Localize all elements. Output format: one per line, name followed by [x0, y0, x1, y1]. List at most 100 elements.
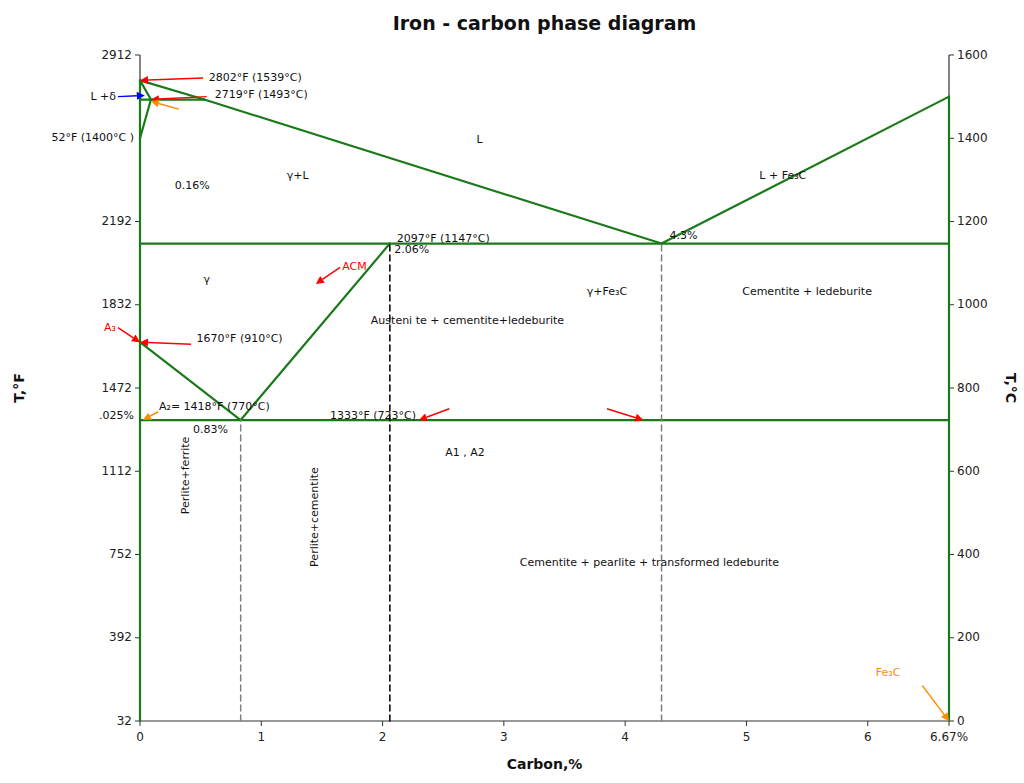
series-group: [140, 80, 949, 721]
annotation: γ+Fe₃C: [587, 285, 628, 298]
x-tick: [503, 721, 504, 726]
phase-line: [204, 100, 661, 244]
annotation-arrow: [140, 339, 191, 347]
arrow-head: [419, 414, 428, 422]
x-tick: [746, 721, 747, 726]
y-axis-line: [139, 55, 140, 721]
arrow-shaft: [322, 267, 340, 279]
arrow-head: [941, 712, 949, 721]
arrow-head: [137, 92, 145, 100]
phase-line: [661, 244, 663, 721]
phase-line: [948, 97, 950, 721]
phase-line: [140, 100, 151, 139]
y-tick-label: 2192: [101, 214, 132, 228]
annotation: 2097°F (1147°C): [397, 232, 490, 245]
y2-tick-label: 600: [957, 464, 980, 478]
annotation: 1333°F (723°C): [330, 409, 416, 422]
annotation-arrow: [922, 686, 949, 721]
phase-line: [140, 242, 949, 244]
arrow-shaft: [922, 686, 944, 715]
arrow-head: [316, 276, 325, 284]
annotation: 52°F (1400°C ): [51, 131, 134, 144]
y-tick-label: 1112: [101, 464, 132, 478]
x-tick-label: 0: [136, 730, 144, 744]
y2-tick-label: 1000: [957, 297, 988, 311]
y2-tick: [949, 55, 954, 56]
annotation: A₂= 1418°F (770°C): [159, 400, 270, 413]
phase-line: [139, 80, 141, 721]
phase-line: [662, 97, 949, 244]
arrow-shaft: [159, 97, 207, 99]
phase-line: [140, 419, 949, 421]
arrow-shaft: [159, 104, 179, 110]
annotation-arrow: [140, 76, 203, 84]
annotation: 4.3%: [670, 229, 698, 242]
y-tick: [135, 55, 140, 56]
x-axis-label: Carbon,%: [507, 756, 583, 772]
annotation-arrow: [151, 100, 179, 109]
arrows: [140, 76, 949, 721]
y-tick-label: 1472: [101, 381, 132, 395]
arrow-head: [151, 100, 160, 108]
arrow-shaft: [150, 412, 158, 416]
annotation: Perlite+cementite: [308, 467, 321, 567]
y2-tick-label: 1400: [957, 131, 988, 145]
y2-tick-label: 800: [957, 381, 980, 395]
annotation: Perlite+ferrite: [179, 436, 192, 514]
annotation-arrow: [118, 328, 140, 343]
annotation: .025%: [99, 409, 134, 422]
y2-tick-label: 200: [957, 630, 980, 644]
phase-line: [240, 420, 242, 721]
y-tick-label: 752: [109, 547, 132, 561]
y-tick-label: 1832: [101, 297, 132, 311]
annotation: A1 , A2: [445, 446, 485, 459]
arrow-shaft: [118, 95, 137, 97]
annotation: 2802°F (1539°C): [209, 71, 302, 84]
annotation: A₃: [104, 321, 116, 334]
annotation: Austeni te + cementite+ledeburite: [371, 314, 564, 327]
annotation-arrow: [143, 412, 158, 420]
x-tick-label: 2: [379, 730, 387, 744]
arrow-shaft: [118, 328, 133, 338]
arrow-head: [140, 339, 148, 347]
annotation: γ: [203, 273, 210, 286]
annotation: 2719°F (1493°C): [215, 88, 308, 101]
annotation-arrow: [316, 267, 340, 284]
x-tick-label: 3: [500, 730, 508, 744]
annotation: L +δ: [90, 90, 116, 103]
arrow-head: [635, 414, 644, 422]
arrow-shaft: [426, 409, 449, 417]
axes: 01234566.67%3239275211121472183221922912…: [101, 48, 987, 745]
annotation: 1670°F (910°C): [197, 332, 283, 345]
x-tick-label: 5: [743, 730, 751, 744]
x-tick: [261, 721, 262, 726]
title: Iron - carbon phase diagram: [393, 12, 697, 34]
annotation: Cementite + ledeburite: [742, 285, 872, 298]
y2-axis-label: T,°C: [1003, 373, 1019, 403]
y2-tick-label: 1200: [957, 214, 988, 228]
arrow-shaft: [607, 409, 636, 418]
arrow-head: [143, 413, 152, 420]
y2-tick-label: 0: [957, 714, 965, 728]
annotation: 0.83%: [193, 423, 228, 436]
arrow-head: [140, 76, 148, 84]
annotation: L: [477, 133, 484, 146]
arrow-shaft: [148, 343, 191, 345]
annotation: γ+L: [287, 169, 310, 182]
x-tick-label: 4: [621, 730, 629, 744]
x-tick-label: 6.67%: [930, 730, 968, 744]
annotations: Lγ+L L + Fe₃C γ γ+Fe₃C Cementite + ledeburit…: [51, 71, 900, 679]
annotation: ACM: [342, 260, 367, 273]
annotation-arrow: [151, 95, 207, 103]
annotation-arrow: [118, 92, 145, 100]
annotation-arrow: [419, 409, 449, 421]
y-tick-label: 2912: [101, 48, 132, 62]
y-tick-label: 32: [117, 714, 132, 728]
arrow-head: [131, 334, 140, 342]
x-tick: [382, 721, 383, 726]
arrow-shaft: [148, 78, 203, 80]
annotation: L + Fe₃C: [759, 169, 806, 182]
annotation: 0.16%: [175, 179, 210, 192]
y2-tick-label: 400: [957, 547, 980, 561]
annotation: Fe₃C: [876, 666, 901, 679]
